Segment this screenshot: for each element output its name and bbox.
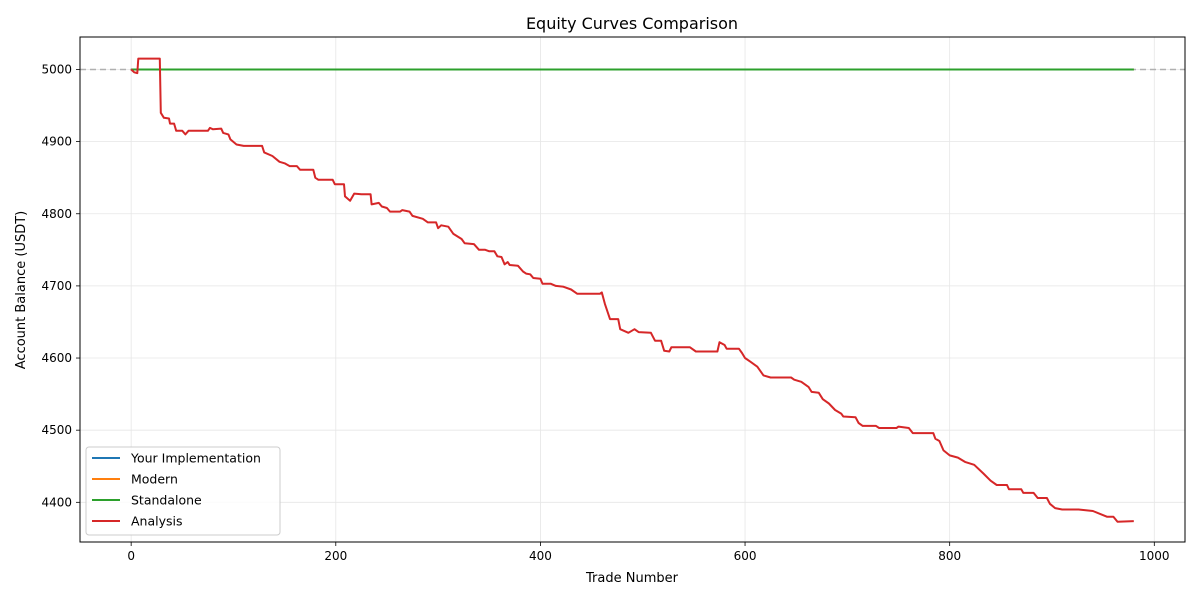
y-tick-label: 4500 [41,423,72,437]
x-tick-label: 600 [734,549,757,563]
legend-label-standalone: Standalone [131,493,202,508]
y-tick-label: 4700 [41,279,72,293]
plot-frame [79,36,1186,543]
series-layer [130,57,1134,523]
x-tick-label: 200 [324,549,347,563]
tick-layer: 0 200 400 600 800 1000 4400 4500 4600 4700 4800 490… [41,62,1169,563]
legend-label-modern: Modern [131,472,178,487]
y-tick-label: 4800 [41,207,72,221]
x-axis-label: Trade Number [585,571,679,586]
legend-label-analysis: Analysis [131,514,183,529]
y-axis-label: Account Balance (USDT) [14,211,29,369]
y-tick-label: 4900 [41,135,72,149]
x-tick-label: 0 [127,549,135,563]
x-tick-label: 800 [938,549,961,563]
x-tick-label: 400 [529,549,552,563]
y-tick-label: 4400 [41,495,72,509]
y-tick-label: 4600 [41,351,72,365]
x-tick-label: 1000 [1139,549,1170,563]
legend-box [85,446,281,536]
y-tick-label: 5000 [41,62,72,76]
series-line-analysis [130,57,1134,523]
chart-title: Equity Curves Comparison [526,14,738,33]
legend: Your Implementation Modern Standalone Analy… [85,446,281,536]
legend-label-your-implementation: Your Implementation [130,451,261,466]
